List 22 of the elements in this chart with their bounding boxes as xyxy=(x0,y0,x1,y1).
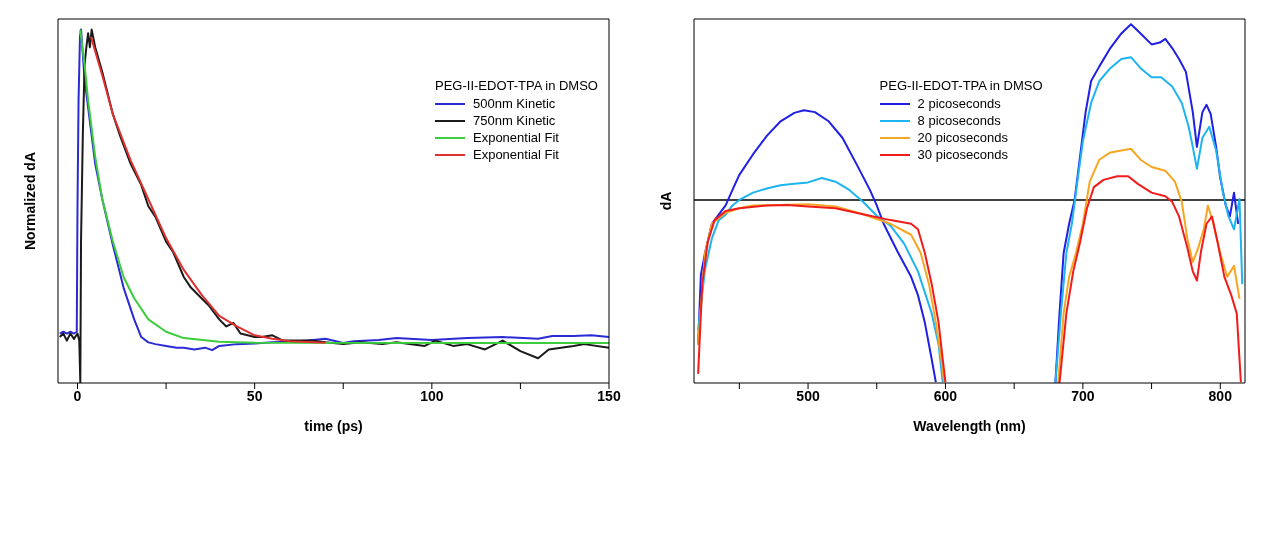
legend-title: PEG-II-EDOT-TPA in DMSO xyxy=(434,78,598,93)
legend-title: PEG-II-EDOT-TPA in DMSO xyxy=(879,78,1043,93)
legend-label: 30 picoseconds xyxy=(917,146,1008,163)
x-axis-title: time (ps) xyxy=(304,418,363,434)
legend-label: 2 picoseconds xyxy=(917,95,1001,112)
x-tick-label: 100 xyxy=(420,387,444,404)
legend-label: Exponential Fit xyxy=(472,129,559,146)
legend-label: 750nm Kinetic xyxy=(472,112,556,129)
x-tick-label: 150 xyxy=(597,387,621,404)
x-tick-label: 700 xyxy=(1071,387,1095,404)
legend-label: 20 picoseconds xyxy=(917,129,1008,146)
x-axis-title: Wavelength (nm) xyxy=(913,418,1026,434)
x-tick-label: 600 xyxy=(933,387,958,404)
y-axis-title: Normalized dA xyxy=(21,151,38,251)
legend-label: Exponential Fit xyxy=(472,146,559,163)
x-tick-label: 500 xyxy=(796,387,820,404)
y-axis-title: dA xyxy=(657,191,674,211)
x-tick-label: 50 xyxy=(246,387,263,404)
x-tick-label: 800 xyxy=(1208,387,1233,404)
legend-label: 500nm Kinetic xyxy=(472,95,556,112)
x-tick-label: 0 xyxy=(73,387,82,404)
legend-label: 8 picoseconds xyxy=(917,112,1001,129)
